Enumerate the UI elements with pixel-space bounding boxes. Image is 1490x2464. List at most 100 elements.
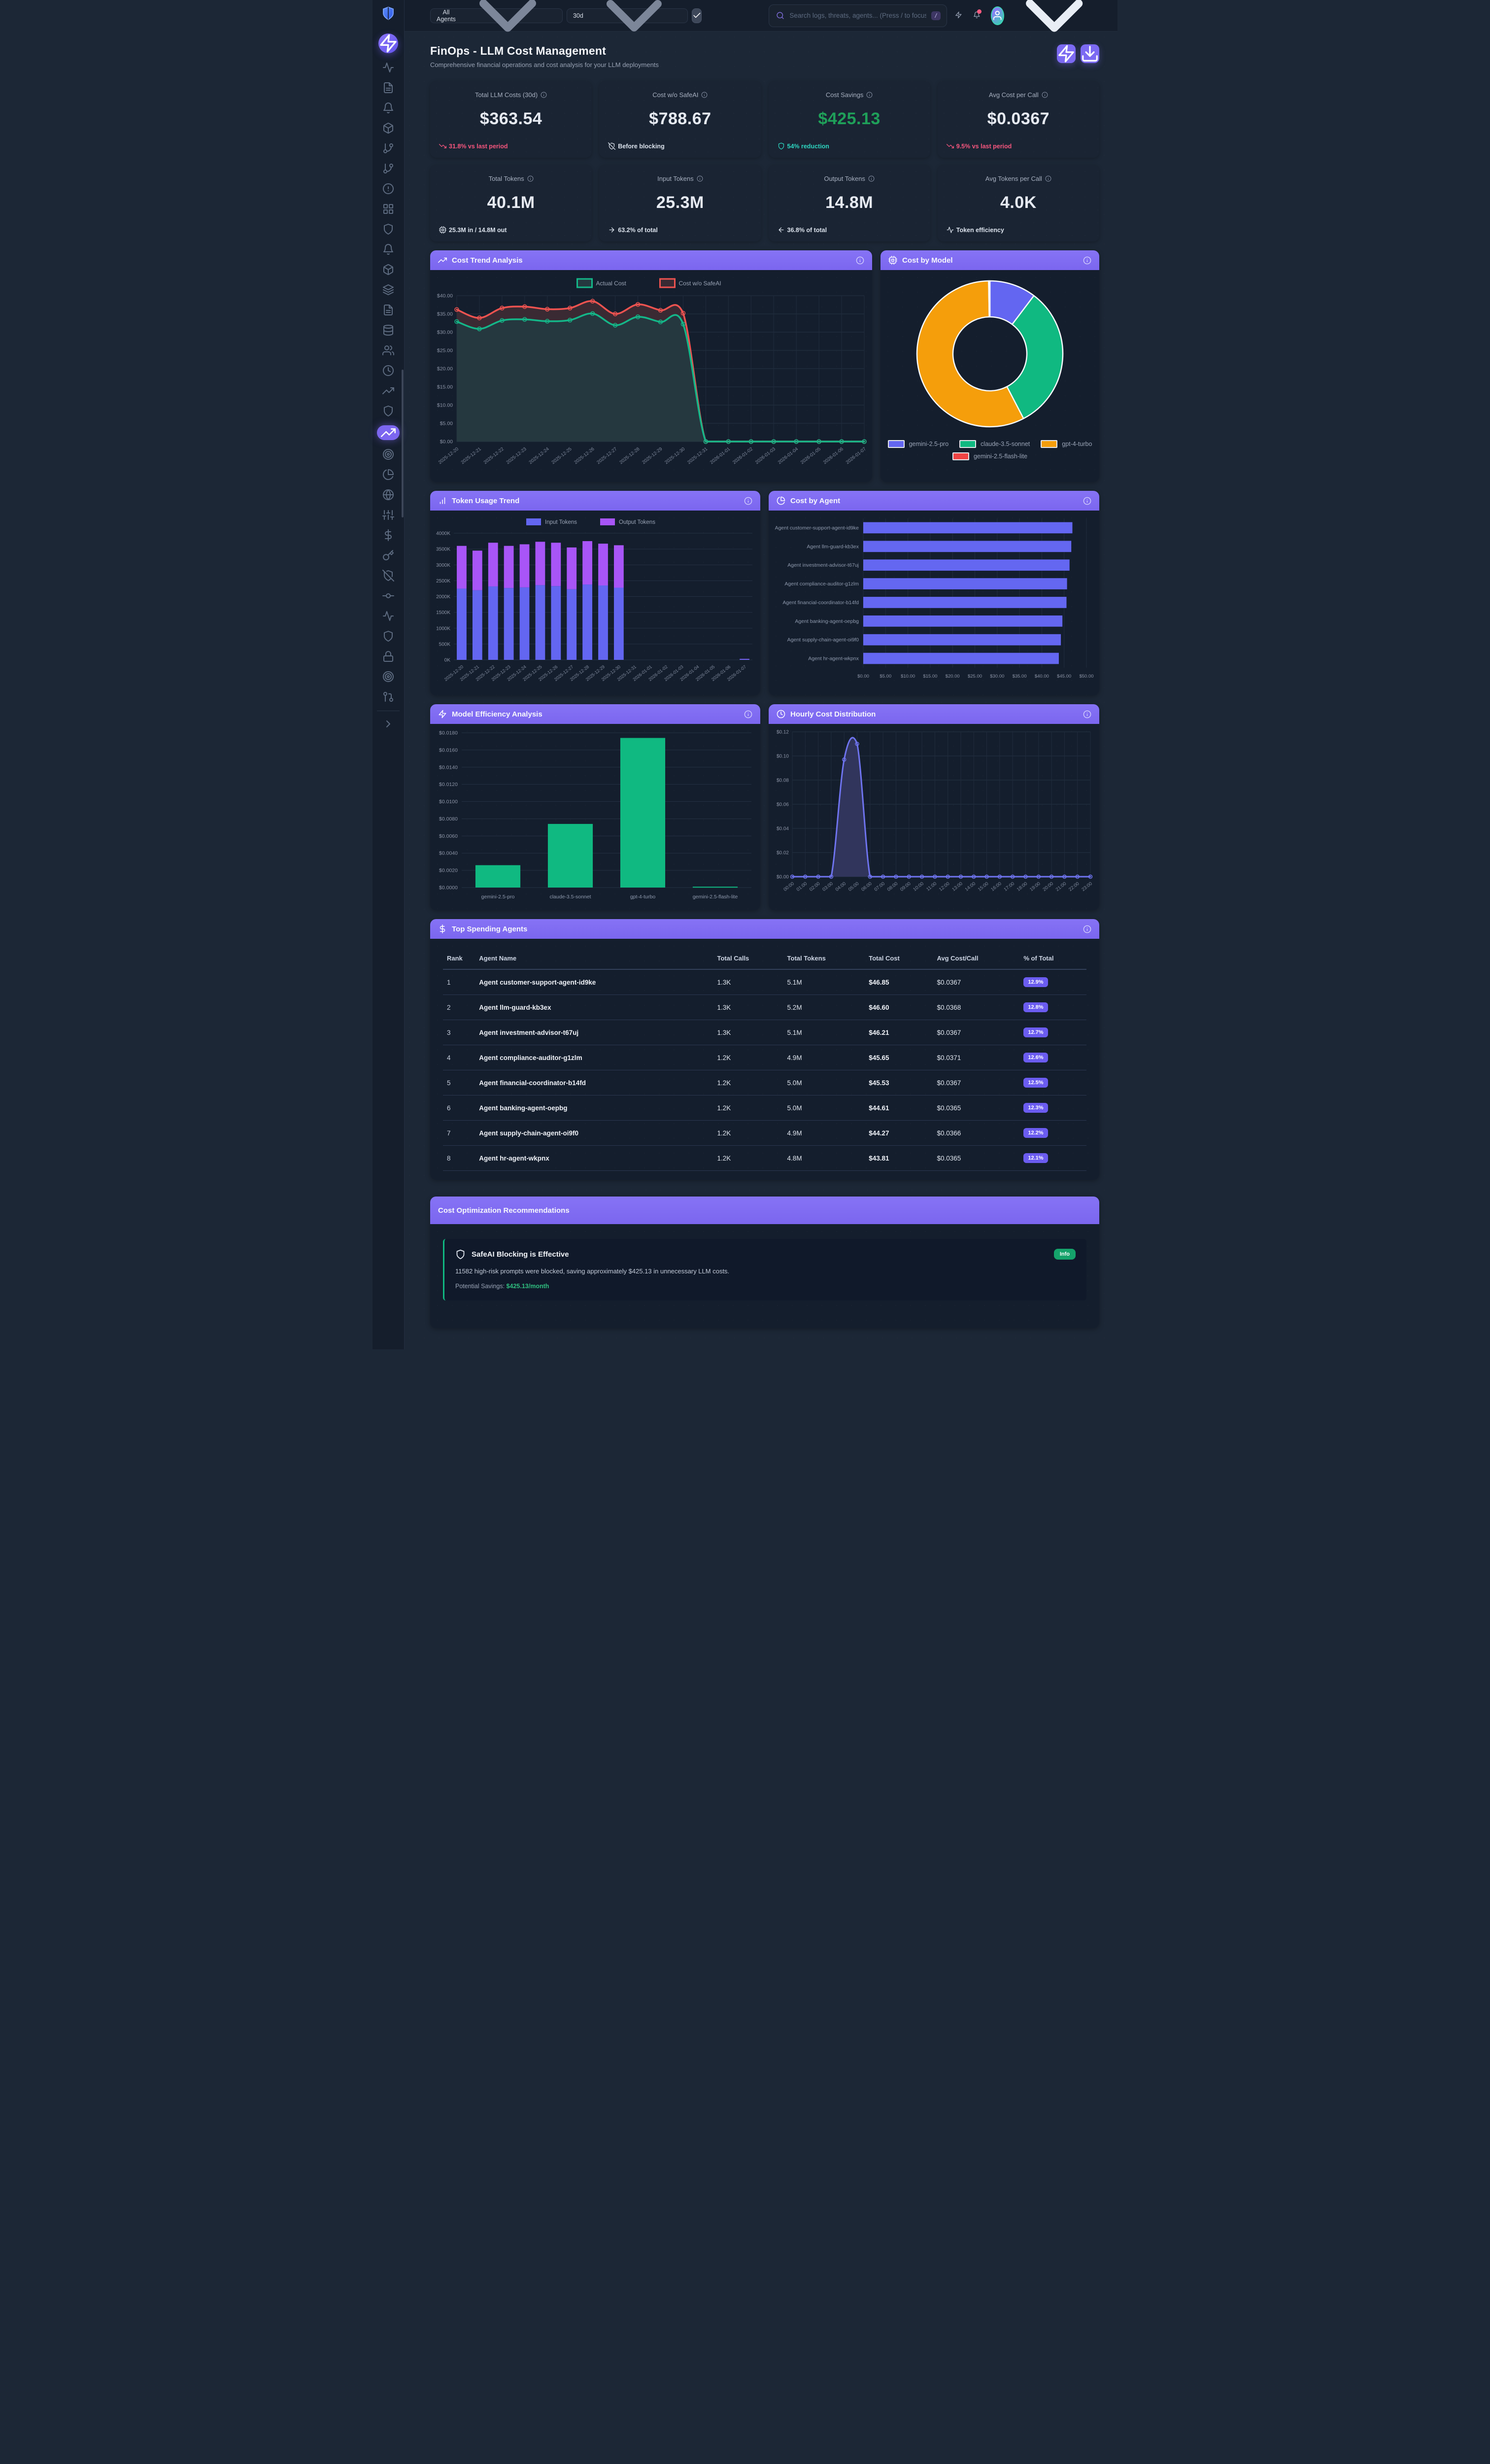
info-icon[interactable] — [1083, 925, 1091, 933]
sidebar-item-grid[interactable] — [382, 203, 394, 215]
sidebar-item-trending-up[interactable] — [382, 385, 394, 397]
sidebar-item-sliders[interactable] — [382, 509, 394, 521]
sidebar-item-pie-chart[interactable] — [382, 469, 394, 480]
sidebar-item-box[interactable] — [382, 122, 394, 134]
sidebar-item-trending-up-active[interactable] — [377, 425, 400, 440]
legend-item[interactable]: gemini-2.5-pro — [887, 440, 948, 448]
notifications-button[interactable] — [973, 9, 982, 21]
cost-by-agent-chart[interactable]: $0.00 $5.00 $10.00 $15.00 $20.00 $25.00 $30.00… — [769, 511, 1099, 695]
svg-text:2000K: 2000K — [436, 594, 450, 600]
sidebar-item-git-branch[interactable] — [382, 163, 394, 174]
export-button[interactable] — [1081, 44, 1099, 63]
agents-filter-select[interactable]: All Agents — [430, 0, 563, 32]
sidebar-item-shield[interactable] — [382, 223, 394, 235]
avatar[interactable] — [991, 6, 1004, 25]
sidebar-scrollbar[interactable] — [402, 370, 404, 517]
info-icon[interactable] — [701, 92, 708, 98]
activity-icon — [947, 226, 954, 234]
sidebar-item-globe[interactable] — [382, 489, 394, 501]
sidebar-item-file-text[interactable] — [382, 304, 394, 316]
sidebar-item-shield-off[interactable] — [382, 570, 394, 582]
kpi-card: Cost Savings $425.13 54% reduction — [768, 81, 930, 158]
cost-by-model-legend[interactable]: gemini-2.5-pro claude-3.5-sonnet gpt-4-tur… — [880, 438, 1099, 468]
database-icon — [382, 324, 394, 336]
kpi-label: Cost w/o SafeAI — [608, 91, 752, 99]
sidebar-item-bell[interactable] — [382, 102, 394, 114]
sidebar-item-box[interactable] — [382, 264, 394, 275]
model-efficiency-chart[interactable]: $0.0000 $0.0020 $0.0040 $0.0060 $0.0080 $0.01… — [430, 724, 760, 910]
legend-item[interactable]: gemini-2.5-flash-lite — [952, 452, 1027, 460]
sidebar-item-bell[interactable] — [382, 243, 394, 255]
sidebar-item-git-commit[interactable] — [382, 590, 394, 602]
sidebar-item-database[interactable] — [382, 324, 394, 336]
sidebar-item-target[interactable] — [382, 671, 394, 683]
table-header-cell: % of Total — [1019, 950, 1086, 970]
sidebar-item-target[interactable] — [382, 448, 394, 460]
cost-by-model-chart[interactable] — [880, 270, 1099, 438]
info-icon[interactable] — [744, 710, 752, 719]
sidebar-item-lock[interactable] — [382, 650, 394, 662]
info-icon[interactable] — [541, 92, 547, 98]
user-menu[interactable] — [991, 0, 1103, 64]
svg-text:07:00: 07:00 — [873, 881, 886, 892]
refresh-button[interactable] — [1057, 44, 1076, 63]
sidebar-item-layers[interactable] — [382, 284, 394, 296]
info-icon[interactable] — [1042, 92, 1048, 98]
info-icon[interactable] — [744, 497, 752, 505]
info-icon[interactable] — [866, 92, 873, 98]
sidebar-item-git-branch[interactable] — [382, 142, 394, 154]
legend-item[interactable]: gpt-4-turbo — [1041, 440, 1092, 448]
info-icon[interactable] — [527, 175, 534, 182]
token-usage-chart[interactable]: 0K 500K 1000K 1500K 2000K 2500K 3000K 3500K 4000… — [430, 511, 760, 695]
info-icon[interactable] — [697, 175, 703, 182]
panel-hourly-cost: Hourly Cost Distribution $0.00 $0.02 $0.04… — [769, 704, 1099, 910]
svg-text:2025-12-26: 2025-12-26 — [573, 446, 595, 466]
svg-text:13:00: 13:00 — [951, 881, 964, 892]
download-icon — [1081, 44, 1099, 63]
info-icon[interactable] — [868, 175, 875, 182]
info-icon[interactable] — [1045, 175, 1051, 182]
cell-agent-name: Agent supply-chain-agent-oi9f0 — [475, 1120, 713, 1146]
sidebar-item-activity[interactable] — [382, 610, 394, 622]
sidebar-item-file-text[interactable] — [382, 82, 394, 94]
info-icon[interactable] — [1083, 256, 1091, 265]
info-icon[interactable] — [856, 256, 864, 265]
cell-total-calls: 1.3K — [713, 994, 783, 1020]
cell-rank: 1 — [443, 969, 475, 995]
info-icon[interactable] — [1083, 710, 1091, 719]
sidebar-item-alert-circle[interactable] — [382, 183, 394, 195]
info-icon[interactable] — [1083, 497, 1091, 505]
shield-icon — [455, 1249, 466, 1260]
global-search[interactable]: / — [769, 4, 947, 27]
svg-text:Agent customer-support-agent-i: Agent customer-support-agent-id9ke — [775, 525, 859, 531]
sidebar-item-activity[interactable] — [382, 62, 394, 73]
sidebar-item-users[interactable] — [382, 344, 394, 356]
sidebar-item-dollar-sign[interactable] — [382, 529, 394, 541]
hourly-cost-chart[interactable]: $0.00 $0.02 $0.04 $0.06 $0.08 $0.10 $0.12 00:00… — [769, 724, 1099, 910]
app-logo-shield-icon[interactable] — [381, 6, 396, 23]
table-header-cell: Total Calls — [713, 950, 783, 970]
sidebar-item-key[interactable] — [382, 549, 394, 561]
kpi-grid: Total LLM Costs (30d) $363.54 31.8% vs las… — [430, 81, 1099, 241]
range-filter-select[interactable]: 30d — [566, 0, 688, 32]
legend-item[interactable]: claude-3.5-sonnet — [959, 440, 1030, 448]
search-input[interactable] — [789, 12, 926, 19]
pie-chart-icon — [777, 496, 785, 505]
svg-text:3000K: 3000K — [436, 563, 450, 568]
shield-icon — [382, 630, 394, 642]
svg-text:01:00: 01:00 — [796, 881, 809, 892]
sidebar-item-git-pull-request[interactable] — [382, 691, 394, 703]
svg-text:05:00: 05:00 — [847, 881, 860, 892]
kpi-card: Avg Cost per Call $0.0367 9.5% vs last per… — [937, 81, 1099, 158]
cell-total-tokens: 4.8M — [783, 1145, 865, 1171]
sidebar-item-shield[interactable] — [382, 630, 394, 642]
sidebar-item-clock[interactable] — [382, 365, 394, 376]
sidebar-item-shield[interactable] — [382, 405, 394, 417]
apply-filter-button[interactable] — [691, 8, 702, 23]
svg-text:$0.00: $0.00 — [777, 875, 789, 880]
table-row: 3 Agent investment-advisor-t67uj 1.3K 5.1M $… — [443, 1020, 1086, 1045]
cost-trend-chart[interactable]: $0.00 $5.00 $10.00 $15.00 $20.00 $25.00 $30.00… — [430, 270, 872, 482]
sidebar-collapse-button[interactable] — [382, 718, 394, 730]
sidebar-item-zap[interactable] — [378, 34, 398, 53]
quick-actions-button[interactable] — [955, 10, 962, 21]
